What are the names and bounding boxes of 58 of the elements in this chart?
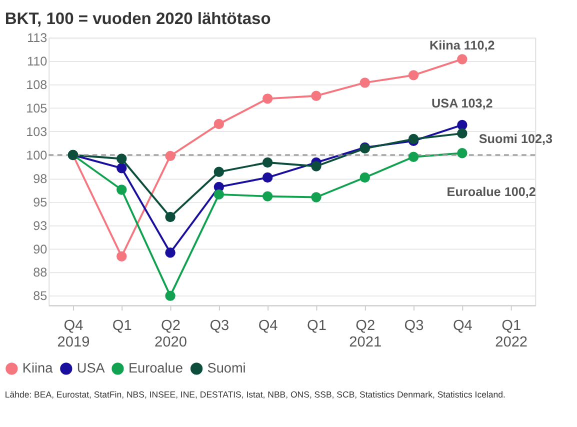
point (262, 191, 273, 202)
point (457, 148, 468, 158)
legend-label: Euroalue (128, 360, 183, 376)
legend-label: USA (76, 360, 106, 376)
point (311, 192, 322, 202)
x-tick-label: Q3 (404, 318, 424, 334)
x-tick-label: Q1 2022 (495, 318, 528, 351)
point (214, 166, 224, 177)
y-tick-label: 90 (33, 242, 48, 256)
data-label: USA 103,2 (432, 96, 493, 110)
x-tick-label: Q4 2019 (57, 318, 90, 351)
point (408, 70, 419, 80)
text: Lähde: BEA, Eurostat, StatFin, NBS, INSEE, INE, DESTATIS, Istat, NBB, ONS, SSB, SCB, Statistics Denmark, Statistics Iceland. (4, 390, 506, 400)
y-tick-label: 88 (33, 266, 48, 280)
y-tick-label: 100 (26, 148, 48, 162)
point (214, 118, 224, 130)
point (116, 184, 127, 195)
point (262, 94, 273, 104)
point (214, 189, 224, 200)
point (457, 128, 468, 138)
point (360, 172, 370, 183)
point (262, 157, 273, 168)
y-tick-label: 108 (26, 78, 48, 92)
point (457, 54, 468, 64)
point (408, 152, 419, 162)
point (262, 172, 273, 183)
y-tick-label: 95 (33, 195, 48, 210)
x-tick-label: Q2 2021 (349, 318, 382, 351)
x-tick-label: Q1 (112, 318, 132, 334)
data-label: Euroalue 100,2 (446, 184, 536, 199)
point (457, 120, 468, 130)
point (165, 248, 176, 258)
y-tick-label: 105 (26, 101, 48, 116)
y-tick-label: 103 (26, 124, 48, 139)
y-tick-label: 98 (33, 172, 48, 186)
point (165, 212, 176, 222)
point (116, 251, 127, 262)
data-label: Kiina 110,2 (430, 38, 495, 53)
legend-label: Kiina (22, 360, 54, 376)
x-tick-label: Q1 (306, 318, 326, 334)
y-tick-label: 93 (33, 218, 48, 233)
y-tick-label: 85 (33, 289, 48, 304)
point (311, 90, 322, 101)
y-tick-label: 110 (27, 54, 48, 68)
point (360, 78, 370, 88)
point (116, 163, 127, 174)
legend-label: Suomi (207, 360, 246, 376)
point (165, 290, 176, 301)
x-tick-label: Q3 (210, 318, 230, 334)
point (311, 161, 322, 172)
point (116, 154, 127, 164)
x-tick-label: Q4 (452, 318, 472, 334)
point (165, 150, 176, 162)
x-tick-label: Q4 (258, 318, 278, 334)
chart-title: BKT, 100 = vuoden 2020 lähtötaso (4, 9, 271, 28)
y-tick-label: 113 (27, 31, 48, 46)
x-tick-label: Q2 2020 (154, 318, 187, 351)
data-label: Suomi 102,3 (478, 132, 553, 146)
